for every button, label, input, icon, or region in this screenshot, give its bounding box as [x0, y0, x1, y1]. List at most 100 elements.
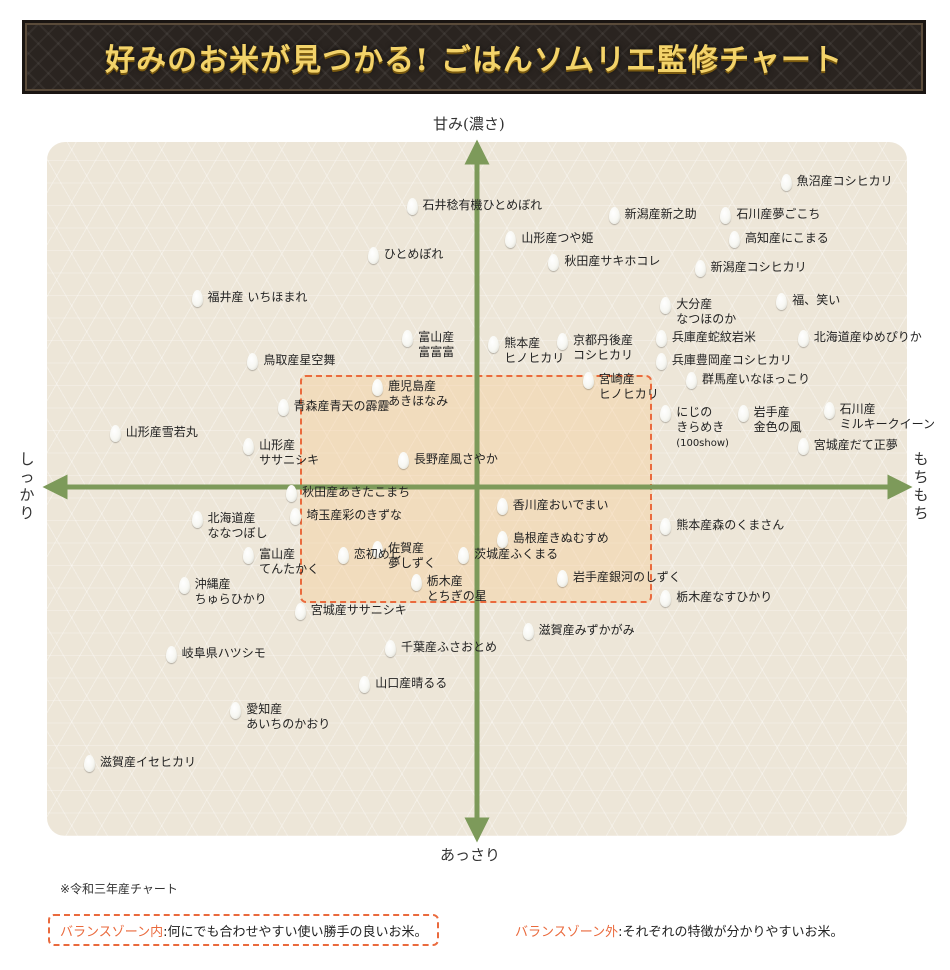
rice-point-label: 高知産にこまる	[745, 230, 829, 245]
rice-point-label: 沖縄産	[194, 577, 231, 591]
rice-point-label: 石川産	[839, 402, 876, 417]
rice-grain-icon	[797, 438, 809, 456]
rice-point: 熊本産 ヒノヒカリ	[488, 336, 564, 366]
rice-point-label-group: 香川産おいでまい	[513, 498, 609, 513]
rice-point: 高知産にこまる	[729, 230, 829, 248]
legend-outside-key: バランスゾーン外	[515, 924, 619, 940]
rice-grain-icon	[191, 289, 203, 307]
rice-point-sublabel: 富富富	[418, 344, 455, 359]
rice-point: 福、笑い	[776, 293, 841, 311]
rice-point-label-group: 恋初めし	[354, 547, 402, 562]
rice-point-label: 滋賀産イセヒカリ	[100, 755, 197, 770]
rice-point-label-group: 山形産つや姫	[521, 231, 593, 246]
rice-point-label: 群馬産いなほっこり	[702, 372, 811, 387]
rice-point-label-group: 栃木産なすひかり	[676, 590, 772, 605]
rice-point-label: 青森産青天の霹靂	[293, 398, 390, 413]
rice-grain-icon	[337, 547, 349, 565]
rice-point-label-group: 青森産青天の霹靂	[294, 399, 390, 414]
rice-point-label-group: 千葉産ふさおとめ	[401, 640, 497, 655]
rice-grain-icon	[496, 530, 508, 548]
rice-point: 福井産 いちほまれ	[191, 289, 307, 307]
rice-point-label: 愛知産	[246, 702, 283, 717]
rice-point: 滋賀産イセヒカリ	[84, 755, 196, 773]
rice-grain-icon	[557, 332, 568, 350]
rice-point: 愛知産 あいちのかおり	[220, 694, 330, 732]
legend-outside-text: :それぞれの特徴が分かりやすいお米。	[618, 924, 844, 940]
rice-point: 鹿児島産 あきほなみ	[372, 379, 448, 409]
rice-point-label: 佐賀産	[388, 540, 425, 555]
rice-point: 山形産雪若丸	[109, 425, 198, 443]
rice-point-label-group: 高知産にこまる	[745, 231, 829, 246]
rice-point-label: 岩手産	[753, 405, 790, 420]
rice-grain-icon	[178, 577, 190, 594]
rice-point: 千葉産ふさおとめ	[385, 639, 497, 657]
rice-grain-icon	[797, 329, 809, 347]
rice-point: 沖縄産 ちゅらひかり	[178, 577, 267, 607]
rice-point: 鳥取産星空舞	[247, 352, 335, 370]
rice-point: 熊本産森のくまさん	[660, 517, 784, 535]
rice-grain-icon	[660, 590, 672, 608]
rice-grain-icon	[522, 623, 534, 641]
rice-point-sublabel: 金色の風	[753, 420, 802, 435]
rice-point-sublabel: ヒノヒカリ	[504, 351, 565, 366]
rice-point: にじの きらめき (100show)	[660, 405, 729, 451]
rice-point-label-group: 愛知産 あいちのかおり	[246, 702, 330, 732]
rice-point-label: 大分産	[676, 296, 713, 311]
rice-point: 石井稔有機ひとめぼれ	[406, 197, 542, 215]
rice-grain-icon	[694, 260, 706, 278]
rice-grain-icon	[367, 247, 379, 264]
rice-point-label: 山口産晴るる	[375, 676, 448, 690]
rice-grain-icon	[84, 755, 95, 773]
rice-point-label: 鳥取産星空舞	[263, 352, 336, 367]
rice-point-label: 秋田産サキホコレ	[564, 253, 661, 268]
rice-point-sublabel: コシヒカリ	[573, 347, 634, 362]
rice-grain-icon	[458, 547, 470, 565]
rice-point-label: 石川産夢ごこち	[736, 207, 821, 222]
rice-point-label-group: 新潟産コシヒカリ	[711, 260, 807, 275]
rice-grain-icon	[385, 639, 396, 657]
legend-inside-key: バランスゾーン内	[60, 924, 164, 940]
rice-grain-icon	[402, 329, 414, 347]
rice-point-label: 栃木産なすひかり	[676, 590, 773, 605]
rice-point-label: 兵庫産蛇紋岩米	[671, 329, 756, 344]
rice-point-label-group: 岩手産銀河のしずく	[573, 570, 681, 585]
rice-point-sublabel: ヒノヒカリ	[598, 387, 659, 402]
rice-grain-icon	[406, 197, 418, 215]
rice-point: 石川産夢ごこち	[720, 207, 821, 225]
rice-point-label: 北海道産ゆめぴりか	[813, 329, 922, 344]
rice-point-label-group: 熊本産 ヒノヒカリ	[504, 336, 564, 366]
axis-right-label: もちもち	[913, 450, 929, 522]
rice-grain-icon	[557, 570, 568, 588]
rice-point-label-group: 島根産きぬむすめ	[513, 531, 609, 546]
rice-point-label-group: 宮崎産 ヒノヒカリ	[599, 372, 659, 402]
rice-point-label: 山形産雪若丸	[125, 425, 198, 440]
rice-point: ひとめぼれ	[367, 247, 444, 264]
legend-outside: バランスゾーン外 :それぞれの特徴が分かりやすいお米。	[515, 914, 843, 946]
rice-point-label-group: 宮城産だて正夢	[814, 438, 898, 453]
rice-point-label: 魚沼産コシヒカリ	[796, 174, 893, 189]
rice-point-sublabel: あきほなみ	[388, 394, 449, 408]
rice-point: 山口産晴るる	[359, 676, 447, 693]
rice-point-label: 宮城産ササニシキ	[310, 603, 407, 618]
rice-point-sublabel: ササニシキ	[259, 453, 320, 468]
rice-point: 岩手産 金色の風	[737, 405, 802, 435]
rice-point-label: 宮崎産	[598, 372, 635, 387]
rice-point: 山形産 ササニシキ	[243, 438, 319, 468]
rice-point-label-group: 鳥取産星空舞	[263, 353, 335, 368]
rice-point-label-group: 富山産 富富富	[418, 330, 454, 360]
rice-point-label-group: 滋賀産イセヒカリ	[100, 755, 196, 770]
rice-point-label-group: ひとめぼれ	[384, 247, 444, 262]
rice-point-sublabel: ミルキークイーン	[839, 417, 935, 432]
rice-point-label: 福、笑い	[792, 293, 841, 308]
rice-point-sublabel: きらめき	[676, 420, 725, 435]
rice-point: 兵庫産蛇紋岩米	[655, 329, 756, 347]
rice-point-label-group: 北海道産 ななつぼし	[208, 511, 268, 541]
rice-grain-icon	[608, 207, 620, 225]
legend-inside: バランスゾーン内 :何にでも合わせやすい使い勝手の良いお米。	[48, 914, 440, 946]
rice-grain-icon	[660, 517, 672, 535]
rice-point: 秋田産サキホコレ	[548, 253, 661, 271]
rice-grain-icon	[823, 402, 835, 420]
rice-point: 埼玉産彩のきずな	[290, 507, 402, 525]
rice-point-label: 富山産	[259, 547, 296, 562]
